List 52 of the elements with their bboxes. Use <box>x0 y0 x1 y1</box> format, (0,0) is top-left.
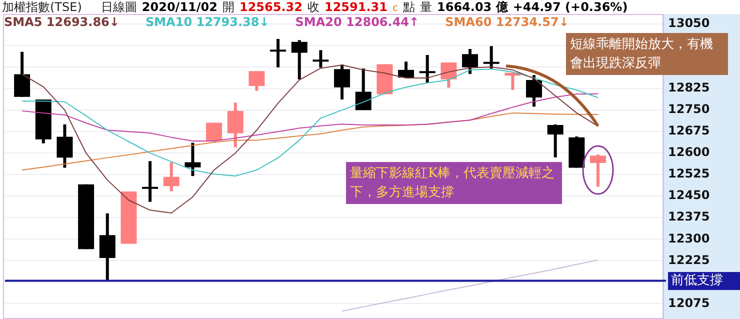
y-tick-label: 12600 <box>668 145 710 160</box>
y-tick-label: 12300 <box>668 231 710 246</box>
annotation: 短線乖離開始放大，有機會出現跌深反彈 <box>566 33 728 75</box>
text: SMA10 12793.38↓ <box>145 15 270 29</box>
candlestick <box>334 64 350 100</box>
candlestick <box>483 46 500 68</box>
y-tick-label: 12825 <box>668 80 710 95</box>
candlestick <box>526 75 542 107</box>
annotation: c <box>392 3 398 14</box>
candlestick <box>227 102 244 148</box>
y-tick-label: 12075 <box>668 296 710 310</box>
candlestick <box>398 62 414 78</box>
text: SMA20 12806.44↑ <box>295 15 420 29</box>
candlestick <box>184 142 201 176</box>
candlestick <box>462 48 478 74</box>
y-tick-label: 12375 <box>668 210 710 224</box>
annotation: 2020/11/02 <box>142 0 218 14</box>
annotation: 收 <box>307 0 320 14</box>
text: SMA60 12734.57↓ <box>445 15 569 29</box>
candlestick <box>291 40 308 80</box>
y-tick-label: 12225 <box>668 252 710 267</box>
y-tick-label: 12450 <box>668 188 710 202</box>
candlestick <box>440 62 457 88</box>
annotation: 量 <box>420 0 432 14</box>
annotation: +44.97 (+0.36%) <box>512 0 628 14</box>
y-tick-label: 12750 <box>668 102 710 116</box>
chart-title: 加權指數(TSE) <box>2 0 82 14</box>
y-tick-label: 12675 <box>668 124 710 138</box>
text: SMA5 12693.86↓ <box>4 15 120 29</box>
candlestick <box>206 122 222 140</box>
candlestick <box>547 124 564 158</box>
y-tick-label: 12525 <box>668 166 710 181</box>
chart-subtitle: 日線圖 <box>100 0 137 14</box>
annotation: 1664.03 億 <box>437 0 508 14</box>
candlestick <box>355 68 372 110</box>
candlestick <box>99 213 116 281</box>
y-tick-label: 13050 <box>668 16 710 30</box>
annotation: 12565.32 <box>239 0 302 14</box>
candlestick <box>312 50 329 68</box>
candlestick <box>590 154 606 187</box>
candlestick <box>56 124 73 168</box>
candlestick <box>270 38 286 68</box>
candlestick <box>14 52 30 97</box>
annotation: 開 <box>222 0 234 14</box>
candlestick <box>419 55 436 83</box>
candlestick <box>248 71 265 91</box>
annotation: 點 <box>403 0 415 14</box>
ref-line-label: 前低支撐 <box>668 272 740 290</box>
annotation: 12591.31 <box>324 0 388 14</box>
candlestick <box>142 161 158 202</box>
annotation: 量縮下影線紅K棒，代表賣壓減輕之下，多方進場支撐 <box>346 162 562 204</box>
candlestick <box>163 162 180 192</box>
